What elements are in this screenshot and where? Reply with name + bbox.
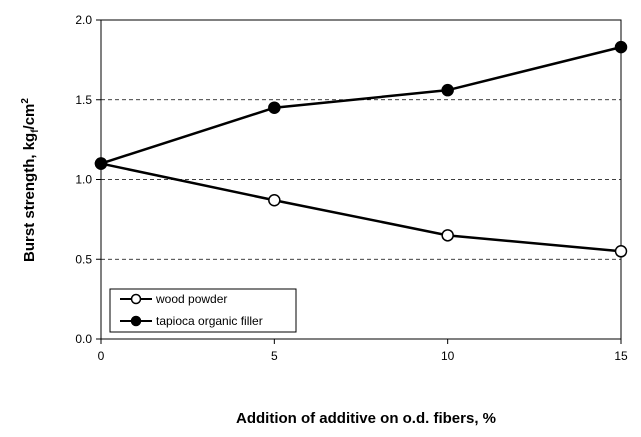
y-axis-title-superscript: 2 (20, 98, 31, 104)
x-axis: 0 5 10 15 (98, 339, 628, 363)
data-point-tapioca-organic-filler-3 (614, 40, 628, 54)
x-tick-label-3: 15 (614, 349, 628, 363)
data-point-tapioca-organic-filler-0 (94, 157, 108, 170)
legend-label-tapioca: tapioca organic filler (156, 314, 263, 328)
y-tick-label-2: 1.0 (75, 173, 92, 187)
y-axis-title: Burst strength, kgf/cm2 (20, 98, 41, 262)
legend-box (109, 288, 297, 333)
data-point-wood-powder-1 (268, 193, 281, 207)
series-line-wood-powder (100, 162, 622, 253)
data-point-tapioca-organic-filler-2 (441, 83, 454, 97)
y-tick-label-1: 0.5 (75, 252, 92, 266)
y-tick-label-4: 2.0 (75, 13, 92, 27)
y-axis-title-unit: /cm (21, 104, 38, 130)
legend-label-wood-powder: wood powder (155, 292, 227, 306)
x-axis-title: Addition of additive on o.d. fibers, % (236, 410, 496, 427)
legend: wood powder tapioca organic filler (109, 288, 297, 333)
data-point-wood-powder-3 (614, 245, 628, 258)
y-axis: 0.0 0.5 1.0 1.5 2.0 (75, 13, 101, 346)
data-point-tapioca-organic-filler-1 (268, 101, 281, 114)
y-tick-label-3: 1.5 (75, 93, 92, 107)
x-tick-label-0: 0 (98, 349, 105, 363)
x-tick-label-1: 5 (271, 349, 278, 363)
y-tick-label-0: 0.0 (75, 332, 92, 346)
series-line-tapioca-organic-filler (100, 45, 622, 165)
legend-marker-tapioca (130, 315, 142, 327)
x-tick-label-2: 10 (441, 349, 455, 363)
data-point-wood-powder-2 (441, 229, 454, 242)
legend-marker-wood-powder (130, 293, 142, 305)
series-group (94, 40, 628, 258)
y-axis-title-subscript: f (30, 129, 41, 133)
y-axis-title-main: Burst strength, kg (21, 133, 38, 262)
